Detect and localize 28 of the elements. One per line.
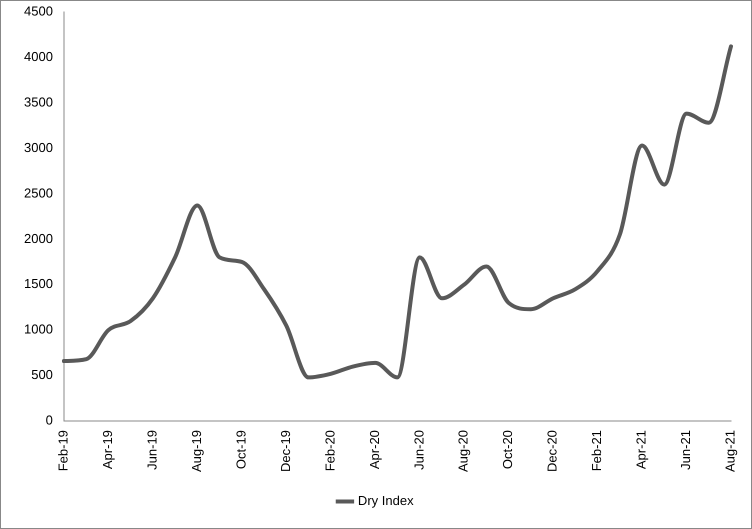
x-tick-label: Feb-21 xyxy=(589,430,604,472)
x-tick-label: Jun-19 xyxy=(144,430,160,470)
y-tick-label: 1000 xyxy=(24,322,53,337)
x-tick-label: Apr-19 xyxy=(100,430,115,470)
y-tick-label: 4500 xyxy=(24,3,53,18)
x-tick-label: Oct-19 xyxy=(233,430,248,470)
x-tick-label: Aug-21 xyxy=(722,430,738,472)
legend-label: Dry Index xyxy=(358,493,414,508)
y-tick-label: 3500 xyxy=(24,94,53,110)
y-tick-label: 2000 xyxy=(24,230,53,246)
line-series xyxy=(62,44,733,380)
x-tick-label: Feb-19 xyxy=(56,430,70,472)
x-tick-label: Oct-20 xyxy=(500,430,516,470)
y-tick-label: 2500 xyxy=(24,185,53,200)
y-tick-label: 1500 xyxy=(24,276,53,292)
x-tick-label: Aug-20 xyxy=(456,430,471,472)
x-tick-label: Apr-20 xyxy=(366,430,382,470)
y-tick-label: 3000 xyxy=(24,140,53,155)
y-tick-label: 4000 xyxy=(24,48,53,64)
x-tick-label: Jun-21 xyxy=(678,430,694,470)
x-tick-label: Dec-19 xyxy=(278,430,293,472)
x-tick-label: Apr-21 xyxy=(634,430,649,470)
x-tick-label: Dec-20 xyxy=(544,430,560,472)
y-tick-label: 0 xyxy=(46,412,53,428)
x-tick-label: Jun-20 xyxy=(411,430,426,470)
x-tick-label: Aug-19 xyxy=(188,430,204,472)
x-tick-label: Feb-20 xyxy=(322,430,338,472)
y-tick-label: 500 xyxy=(31,367,53,382)
